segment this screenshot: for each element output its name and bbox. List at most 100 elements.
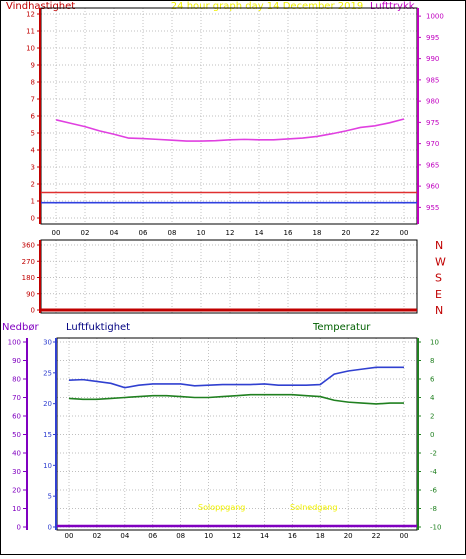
- wind-speed-tick-label: 11: [26, 28, 35, 36]
- hour-tick-label: 12: [232, 532, 241, 540]
- temperature-tick-label: -4: [430, 468, 438, 476]
- humidity-tick-label: 5: [48, 493, 52, 501]
- pressure-tick-label: 995: [426, 34, 439, 42]
- temperature-tick-label: 8: [430, 357, 434, 365]
- pressure-tick-label: 955: [426, 204, 439, 212]
- hour-tick-label: 18: [313, 229, 322, 237]
- rain-tick-label: 0: [17, 524, 21, 532]
- compass-tick-label: N: [435, 304, 443, 317]
- pressure-tick-label: 985: [426, 76, 439, 84]
- wind-speed-tick-label: 2: [31, 181, 35, 189]
- temperature-tick-label: 4: [430, 394, 435, 402]
- wind-speed-tick-label: 10: [26, 45, 35, 53]
- wind-speed-tick-label: 8: [31, 79, 35, 87]
- temperature-tick-label: 0: [430, 431, 434, 439]
- rain-tick-label: 100: [8, 339, 21, 347]
- panel-frame: [40, 239, 418, 314]
- wind-speed-tick-label: 3: [31, 164, 35, 172]
- rain-tick-label: 90: [12, 357, 21, 365]
- hour-tick-label: 00: [400, 532, 409, 540]
- hour-tick-label: 10: [197, 229, 206, 237]
- pressure-series-line: [55, 118, 405, 142]
- humidity-tick-label: 20: [43, 400, 52, 408]
- rain-tick-label: 40: [12, 450, 21, 458]
- pressure-tick-label: 975: [426, 119, 439, 127]
- wind-speed-tick-label: 5: [31, 130, 35, 138]
- rain-tick-label: 70: [12, 394, 21, 402]
- hour-tick-label: 06: [139, 229, 148, 237]
- temperature-tick-label: -6: [430, 487, 438, 495]
- hour-tick-label: 06: [148, 532, 157, 540]
- temperature-tick-label: -2: [430, 450, 437, 458]
- temperature-series-line: [68, 393, 404, 405]
- hour-tick-label: 02: [92, 532, 101, 540]
- panel-frame: [56, 337, 418, 531]
- rain-tick-label: 80: [12, 376, 21, 384]
- hour-tick-label: 08: [168, 229, 177, 237]
- chart-title: 24 hour graph day 14 December 2019: [171, 1, 363, 12]
- hour-tick-label: 08: [176, 532, 185, 540]
- hour-tick-label: 16: [288, 532, 297, 540]
- hour-tick-label: 00: [52, 229, 61, 237]
- hour-tick-label: 18: [316, 532, 325, 540]
- direction-degree-tick-label: 90: [26, 290, 35, 298]
- panel-frame: [40, 7, 418, 225]
- wind-speed-label: Vindhastighet: [6, 1, 75, 12]
- hour-tick-label: 10: [204, 532, 213, 540]
- hour-tick-label: 00: [400, 229, 409, 237]
- hour-tick-label: 04: [110, 229, 119, 237]
- hour-tick-label: 22: [372, 532, 381, 540]
- wind-speed-tick-label: 0: [31, 215, 35, 223]
- wind-speed-tick-label: 4: [31, 147, 36, 155]
- sunset-label: Solnedgang: [290, 503, 337, 512]
- wind-speed-tick-label: 6: [31, 113, 36, 121]
- temperature-tick-label: 10: [430, 339, 439, 347]
- hour-tick-label: 20: [342, 229, 351, 237]
- hour-tick-label: 00: [65, 532, 74, 540]
- hour-tick-label: 22: [371, 229, 380, 237]
- direction-degree-tick-label: 0: [31, 307, 35, 315]
- hour-tick-label: 12: [226, 229, 235, 237]
- humidity-tick-label: 10: [43, 462, 52, 470]
- sunrise-label: Soloppgang: [198, 503, 245, 512]
- rain-tick-label: 50: [12, 431, 21, 439]
- wind-speed-tick-label: 9: [31, 62, 35, 70]
- temperature-label: Temperatur: [312, 322, 371, 333]
- rain-tick-label: 30: [12, 468, 21, 476]
- hour-tick-label: 20: [344, 532, 353, 540]
- hour-tick-label: 14: [255, 229, 264, 237]
- compass-tick-label: N: [435, 239, 443, 252]
- pressure-tick-label: 1000: [426, 13, 444, 21]
- temperature-tick-label: -8: [430, 505, 437, 513]
- pressure-label: Lufttrykk: [370, 1, 415, 12]
- direction-degree-tick-label: 360: [22, 242, 35, 250]
- humidity-tick-label: 30: [43, 339, 52, 347]
- compass-tick-label: W: [435, 255, 446, 268]
- wind-speed-tick-label: 12: [26, 11, 35, 19]
- wind-speed-tick-label: 1: [31, 198, 35, 206]
- pressure-tick-label: 965: [426, 161, 439, 169]
- rain-tick-label: 20: [12, 487, 21, 495]
- hour-tick-label: 02: [81, 229, 90, 237]
- humidity-tick-label: 25: [43, 369, 52, 377]
- wind-speed-tick-label: 7: [31, 96, 35, 104]
- pressure-tick-label: 990: [426, 55, 439, 63]
- wind-pressure-panel: 0123456789101112955960965970975980985990…: [26, 7, 444, 237]
- humidity-temperature-panel: 0102030405060708090100051015202530-10-8-…: [8, 337, 441, 540]
- humidity-tick-label: 0: [48, 524, 52, 532]
- direction-degree-tick-label: 270: [22, 258, 35, 266]
- rain-label: Nedbør: [2, 322, 39, 333]
- rain-tick-label: 60: [12, 413, 21, 421]
- pressure-tick-label: 960: [426, 183, 439, 191]
- humidity-tick-label: 15: [43, 431, 52, 439]
- pressure-tick-label: 970: [426, 140, 439, 148]
- humidity-label: Luftfuktighet: [66, 322, 130, 333]
- temperature-tick-label: 6: [430, 376, 435, 384]
- temperature-tick-label: -10: [430, 524, 441, 532]
- temperature-tick-label: 2: [430, 413, 434, 421]
- direction-degree-tick-label: 180: [22, 274, 35, 282]
- rain-tick-label: 10: [12, 505, 21, 513]
